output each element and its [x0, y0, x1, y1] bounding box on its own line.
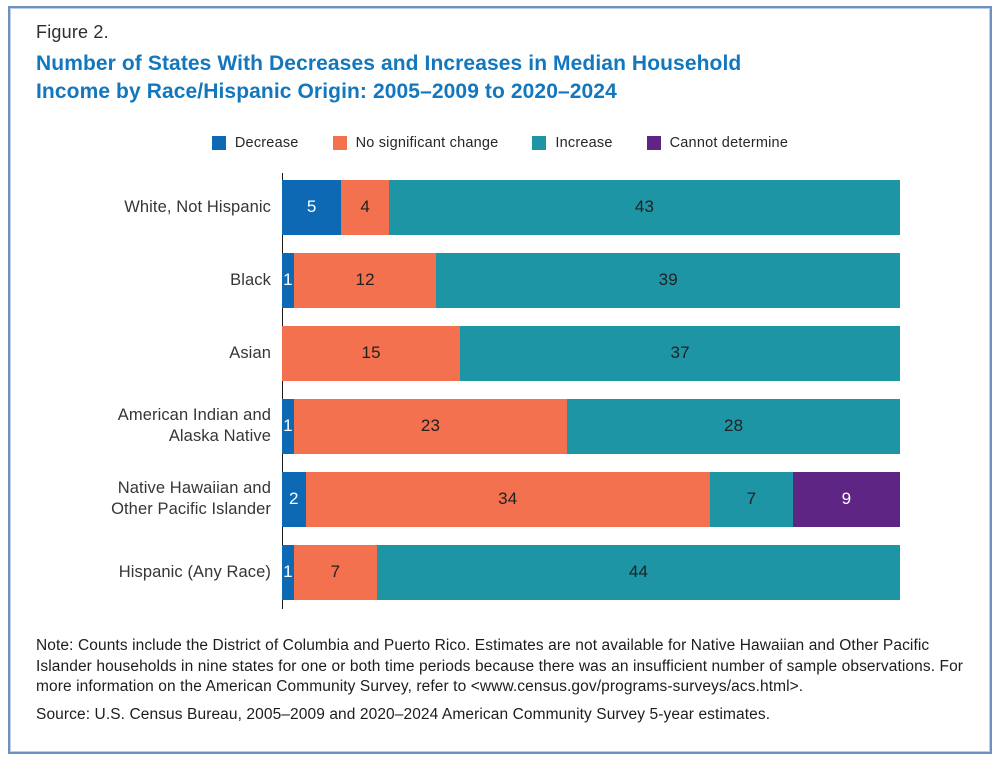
bar-row: Native Hawaiian and Other Pacific Island…: [10, 471, 990, 527]
figure-number-label: Figure 2.: [36, 22, 109, 42]
category-label: White, Not Hispanic: [124, 197, 271, 216]
bar-row: Hispanic (Any Race) 1 7 44: [10, 544, 990, 600]
chart-legend: Decrease No significant change Increase Can…: [10, 135, 990, 151]
segment-value: 2: [289, 489, 299, 509]
segment-value: 4: [360, 197, 371, 217]
bar-stack: 5 4 43: [282, 179, 900, 235]
bar-segment-increase: 39: [436, 252, 900, 308]
segment-value: 39: [658, 270, 678, 290]
bar-segment-no-change: 7: [293, 544, 378, 600]
bar-segment-increase: 44: [377, 544, 900, 600]
bar-stack: 1 7 44: [282, 544, 900, 600]
figure-notes: Note: Counts include the District of Col…: [36, 636, 964, 726]
bar-stack: 15 37: [282, 325, 900, 381]
legend-swatch-no-change: [332, 135, 347, 150]
category-label: Hispanic (Any Race): [118, 562, 271, 581]
category-label: Black: [230, 270, 271, 289]
bar-stack: 1 12 39: [282, 252, 900, 308]
note-text: Note: Counts include the District of Col…: [36, 636, 964, 696]
bar-stack: 2 34 7 9: [282, 471, 900, 527]
source-text: Source: U.S. Census Bureau, 2005–2009 an…: [36, 706, 771, 724]
y-axis-line: [282, 172, 283, 609]
segment-value: 43: [634, 197, 655, 217]
legend-label: No significant change: [355, 134, 499, 151]
bar-segment-decrease: 2: [282, 471, 306, 527]
bar-segment-increase: 28: [567, 398, 900, 454]
bar-segment-increase: 43: [388, 179, 900, 235]
category-label: Native Hawaiian and Other Pacific Island…: [111, 478, 271, 519]
legend-label: Increase: [555, 134, 613, 151]
bar-row: Black 1 12 39: [10, 252, 990, 308]
category-label: Asian: [229, 343, 271, 362]
legend-label: Decrease: [234, 134, 299, 151]
bar-segment-decrease: 1: [282, 544, 294, 600]
legend-item-no-change: No significant change: [332, 134, 499, 151]
legend-item-decrease: Decrease: [211, 134, 299, 151]
segment-value: 28: [723, 416, 744, 436]
bar-segment-no-change: 34: [305, 471, 710, 527]
legend-swatch-increase: [532, 135, 547, 150]
figure-frame: Figure 2. Number of States With Decrease…: [8, 6, 992, 754]
segment-value: 34: [498, 489, 518, 509]
bar-row: White, Not Hispanic 5 4 43: [10, 179, 990, 235]
stacked-bar-chart: White, Not Hispanic 5 4 43 Black 1 12 39 Asian 15…: [10, 172, 990, 609]
category-label: American Indian and Alaska Native: [117, 405, 271, 446]
bar-stack: 1 23 28: [282, 398, 900, 454]
segment-value: 23: [420, 416, 441, 436]
segment-value: 1: [283, 270, 293, 290]
bar-segment-decrease: 1: [282, 398, 294, 454]
bar-segment-no-change: 23: [293, 398, 568, 454]
bar-segment-increase: 37: [460, 325, 900, 381]
legend-item-cannot-determine: Cannot determine: [646, 134, 789, 151]
bar-row: Asian 15 37: [10, 325, 990, 381]
legend-swatch-cannot-determine: [646, 135, 661, 150]
bar-segment-no-change: 12: [293, 252, 437, 308]
figure-header: Figure 2. Number of States With Decrease…: [10, 8, 990, 106]
bar-segment-no-change: 15: [282, 325, 461, 381]
segment-value: 1: [283, 416, 293, 436]
bar-segment-decrease: 1: [282, 252, 294, 308]
bar-row: American Indian and Alaska Native 1 23 28: [10, 398, 990, 454]
chart-title: Number of States With Decreases and Incr…: [36, 52, 742, 103]
bar-segment-decrease: 5: [282, 179, 342, 235]
legend-item-increase: Increase: [532, 135, 612, 151]
bar-segment-increase: 7: [709, 471, 794, 527]
segment-value: 7: [330, 562, 341, 582]
segment-value: 44: [628, 562, 649, 582]
segment-value: 1: [283, 562, 293, 582]
segment-value: 12: [355, 270, 375, 290]
segment-value: 5: [306, 197, 317, 217]
segment-value: 15: [361, 343, 381, 363]
segment-value: 37: [670, 343, 690, 363]
legend-swatch-decrease: [211, 135, 226, 150]
segment-value: 7: [746, 489, 757, 509]
legend-label: Cannot determine: [669, 134, 789, 151]
segment-value: 9: [841, 489, 852, 509]
bar-segment-no-change: 4: [341, 179, 389, 235]
bar-segment-cannot-determine: 9: [793, 471, 900, 527]
